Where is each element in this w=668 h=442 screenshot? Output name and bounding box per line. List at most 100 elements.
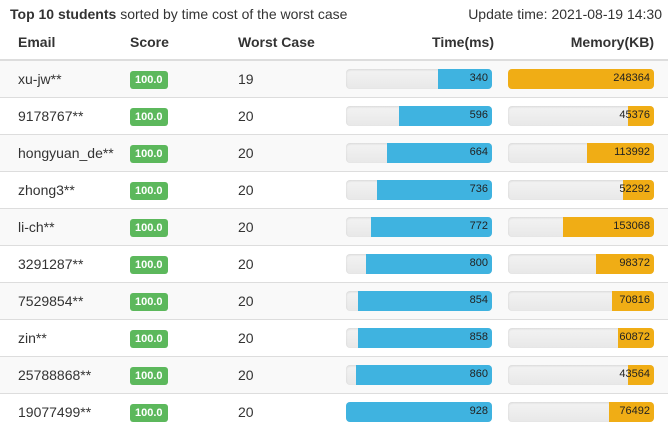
table-row: xu-jw** 100.0 19 340 248364	[0, 59, 668, 98]
time-bar: 858	[346, 328, 492, 348]
score-cell: 100.0	[130, 171, 238, 209]
score-cell: 100.0	[130, 356, 238, 394]
memory-bar: 70816	[508, 291, 654, 311]
time-value: 772	[469, 220, 488, 232]
memory-bar-fill	[611, 291, 654, 311]
memory-bar-fill	[595, 254, 654, 274]
time-value: 854	[469, 294, 488, 306]
table-row: 3291287** 100.0 20 800 98372	[0, 245, 668, 283]
memory-value: 153068	[613, 220, 650, 232]
table-row: zhong3** 100.0 20 736 52292	[0, 171, 668, 209]
table-header-row: Email Score Worst Case Time(ms) Memory(K…	[0, 25, 668, 61]
time-bar-fill	[346, 402, 492, 422]
time-value: 664	[469, 146, 488, 158]
memory-bar: 113992	[508, 143, 654, 163]
memory-value: 113992	[614, 146, 650, 158]
memory-cell: 248364	[508, 59, 668, 98]
time-value: 860	[469, 368, 488, 380]
time-bar-fill	[376, 180, 492, 200]
email-cell: 9178767**	[0, 97, 130, 135]
time-cell: 854	[346, 282, 508, 320]
time-cell: 772	[346, 208, 508, 246]
time-cell: 664	[346, 134, 508, 172]
worst-case-cell: 20	[238, 134, 346, 172]
worst-case-cell: 20	[238, 282, 346, 320]
memory-cell: 98372	[508, 245, 668, 283]
time-bar-fill	[366, 254, 492, 274]
time-bar-fill	[357, 328, 492, 348]
memory-value: 98372	[619, 257, 650, 269]
table-header-bar: Top 10 students sorted by time cost of t…	[0, 0, 668, 30]
memory-value: 45376	[619, 109, 650, 121]
memory-value: 43564	[619, 368, 650, 380]
memory-value: 70816	[619, 294, 650, 306]
memory-bar-fill	[563, 217, 654, 237]
email-cell: 19077499**	[0, 393, 130, 430]
memory-value: 248364	[613, 72, 650, 84]
time-bar: 854	[346, 291, 492, 311]
time-cell: 860	[346, 356, 508, 394]
time-cell: 858	[346, 319, 508, 357]
score-cell: 100.0	[130, 97, 238, 135]
memory-cell: 76492	[508, 393, 668, 430]
memory-bar-fill	[508, 69, 654, 89]
column-header-score[interactable]: Score	[130, 25, 238, 61]
caption-title: Top 10 students	[10, 6, 117, 22]
time-bar: 800	[346, 254, 492, 274]
time-bar: 596	[346, 106, 492, 126]
memory-bar: 153068	[508, 217, 654, 237]
caption-subtitle: sorted by time cost of the worst case	[116, 6, 348, 22]
time-value: 858	[469, 331, 488, 343]
column-header-worst-case[interactable]: Worst Case	[238, 25, 346, 61]
memory-cell: 113992	[508, 134, 668, 172]
score-cell: 100.0	[130, 282, 238, 320]
time-value: 596	[469, 109, 488, 121]
column-header-time[interactable]: Time(ms)	[346, 25, 508, 61]
worst-case-cell: 20	[238, 171, 346, 209]
time-cell: 736	[346, 171, 508, 209]
memory-cell: 45376	[508, 97, 668, 135]
time-bar-fill	[386, 143, 492, 163]
time-value: 928	[469, 405, 488, 417]
score-badge: 100.0	[130, 403, 168, 422]
memory-value: 76492	[619, 405, 650, 417]
time-bar: 664	[346, 143, 492, 163]
score-badge: 100.0	[130, 181, 168, 200]
score-cell: 100.0	[130, 245, 238, 283]
time-bar: 928	[346, 402, 492, 422]
memory-bar-fill	[627, 106, 654, 126]
memory-bar-fill	[608, 402, 654, 422]
column-header-memory[interactable]: Memory(KB)	[508, 25, 668, 61]
time-cell: 928	[346, 393, 508, 430]
time-cell: 800	[346, 245, 508, 283]
memory-value: 52292	[619, 183, 650, 195]
memory-bar: 45376	[508, 106, 654, 126]
time-bar: 860	[346, 365, 492, 385]
column-header-email[interactable]: Email	[0, 25, 130, 61]
time-cell: 340	[346, 59, 508, 98]
score-badge: 100.0	[130, 255, 168, 274]
worst-case-cell: 20	[238, 319, 346, 357]
memory-bar: 98372	[508, 254, 654, 274]
time-bar-fill	[437, 69, 492, 89]
score-badge: 100.0	[130, 329, 168, 348]
memory-bar-fill	[623, 180, 654, 200]
time-value: 736	[469, 183, 488, 195]
worst-case-cell: 20	[238, 245, 346, 283]
memory-cell: 43564	[508, 356, 668, 394]
score-badge: 100.0	[130, 107, 168, 126]
email-cell: 3291287**	[0, 245, 130, 283]
table-caption: Top 10 students sorted by time cost of t…	[10, 6, 347, 22]
memory-cell: 52292	[508, 171, 668, 209]
memory-bar: 52292	[508, 180, 654, 200]
score-badge: 100.0	[130, 366, 168, 385]
time-value: 340	[469, 72, 488, 84]
memory-cell: 70816	[508, 282, 668, 320]
table-row: 19077499** 100.0 20 928 76492	[0, 393, 668, 430]
table-row: hongyuan_de** 100.0 20 664 113992	[0, 134, 668, 172]
time-bar-fill	[357, 291, 492, 311]
worst-case-cell: 20	[238, 208, 346, 246]
update-time: Update time: 2021-08-19 14:30	[468, 6, 662, 22]
table-body: xu-jw** 100.0 19 340 248364 9178767** 100.0 20 5…	[0, 59, 668, 430]
table-row: zin** 100.0 20 858 60872	[0, 319, 668, 357]
